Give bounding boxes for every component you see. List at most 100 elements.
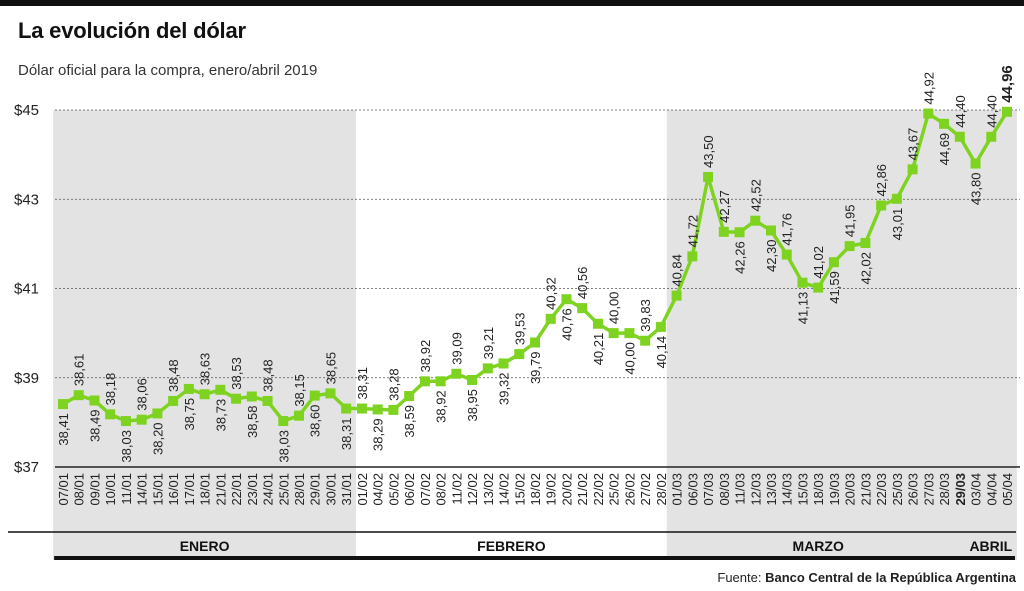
data-label: 39,09 — [449, 332, 464, 365]
data-label: 40,00 — [607, 292, 622, 325]
month-shade-marzo — [666, 110, 970, 560]
data-label: 44,40 — [984, 95, 999, 128]
x-tick-label: 21/03 — [858, 473, 873, 506]
data-point — [467, 374, 478, 385]
data-point — [608, 328, 619, 339]
x-tick-label: 19/03 — [827, 473, 842, 506]
data-label: 38,03 — [276, 430, 291, 463]
data-label: 43,50 — [701, 135, 716, 168]
data-point — [624, 328, 635, 339]
x-tick-label: 26/02 — [622, 473, 637, 506]
x-tick-label: 18/01 — [198, 473, 213, 506]
x-tick-label: 21/02 — [575, 473, 590, 506]
data-point — [419, 376, 430, 387]
data-point — [152, 408, 163, 419]
data-point — [687, 251, 698, 262]
data-point — [986, 131, 997, 142]
data-point — [592, 318, 603, 329]
data-label: 43,67 — [906, 128, 921, 161]
data-point — [231, 393, 242, 404]
data-label: 39,83 — [638, 299, 653, 332]
data-point — [168, 395, 179, 406]
data-label: 38,03 — [119, 430, 134, 463]
data-point — [262, 395, 273, 406]
x-tick-label: 08/01 — [72, 473, 87, 506]
data-point — [954, 131, 965, 142]
x-tick-label: 16/01 — [166, 473, 181, 506]
x-tick-label: 05/02 — [386, 473, 401, 506]
x-tick-label: 27/02 — [638, 473, 653, 506]
x-tick-label: 15/03 — [795, 473, 810, 506]
data-point — [404, 391, 415, 402]
data-label: 42,30 — [764, 239, 779, 272]
x-tick-label: 27/03 — [921, 473, 936, 506]
x-tick-label: 29/03 — [953, 473, 968, 506]
data-label: 41,76 — [780, 213, 795, 246]
data-label: 39,32 — [497, 372, 512, 405]
x-tick-label: 07/03 — [701, 473, 716, 506]
data-point — [530, 337, 540, 348]
x-tick-label: 04/04 — [984, 473, 999, 506]
x-tick-label: 25/03 — [890, 473, 905, 506]
y-tick-label: $41 — [14, 281, 39, 298]
x-tick-label: 07/01 — [56, 473, 71, 506]
x-tick-label: 31/01 — [339, 473, 354, 506]
data-point — [970, 158, 981, 169]
data-label: 40,32 — [544, 277, 559, 310]
data-label: 42,02 — [858, 252, 873, 285]
x-tick-label: 14/01 — [135, 473, 150, 506]
data-label: 38,15 — [292, 374, 307, 407]
data-point — [136, 414, 147, 425]
data-label: 43,80 — [969, 173, 984, 206]
data-point — [309, 390, 320, 401]
data-label: 38,58 — [245, 405, 260, 438]
x-tick-label: 07/02 — [418, 473, 433, 506]
month-label-febrero: FEBRERO — [477, 538, 546, 554]
x-tick-label: 20/03 — [843, 473, 858, 506]
data-label: 40,76 — [559, 308, 574, 341]
month-shade-abril — [965, 110, 1017, 560]
data-point — [750, 215, 761, 226]
data-point — [73, 390, 84, 401]
data-point — [907, 164, 918, 175]
x-tick-label: 01/03 — [670, 473, 685, 506]
data-label: 42,26 — [733, 241, 748, 274]
data-label: 38,20 — [150, 422, 165, 455]
x-tick-label: 03/04 — [969, 473, 984, 506]
data-label: 44,92 — [921, 72, 936, 105]
data-point — [498, 358, 509, 369]
x-tick-label: 17/01 — [182, 473, 197, 506]
data-point — [372, 404, 383, 415]
x-tick-label: 25/02 — [607, 473, 622, 506]
data-point — [482, 363, 493, 374]
data-label: 41,59 — [827, 271, 842, 304]
data-label: 40,84 — [670, 254, 685, 287]
data-label: 41,02 — [811, 246, 826, 279]
data-label: 38,48 — [261, 359, 276, 392]
x-tick-label: 20/02 — [559, 473, 574, 506]
x-tick-label: 08/02 — [434, 473, 449, 506]
x-tick-label: 11/03 — [733, 473, 748, 505]
month-label-marzo: MARZO — [793, 538, 844, 554]
data-label: 39,21 — [481, 327, 496, 360]
data-point — [1002, 106, 1012, 117]
x-tick-label: 29/01 — [308, 473, 323, 506]
data-point — [183, 383, 194, 394]
data-point — [671, 290, 682, 301]
x-tick-label: 13/03 — [764, 473, 779, 506]
data-label: 42,52 — [748, 179, 763, 212]
data-point — [356, 403, 367, 414]
data-label: 38,95 — [465, 389, 480, 422]
data-point — [388, 404, 399, 415]
x-tick-label: 04/02 — [371, 473, 386, 506]
data-point — [294, 410, 304, 421]
data-point — [781, 249, 792, 260]
data-label: 44,69 — [937, 133, 952, 166]
month-label-abril: ABRIL — [969, 538, 1012, 554]
chart-subtitle: Dólar oficial para la compra, enero/abri… — [18, 62, 318, 79]
x-tick-label: 25/01 — [276, 473, 291, 506]
data-label: 38,31 — [355, 367, 370, 400]
data-point — [923, 108, 934, 119]
month-label-enero: ENERO — [180, 538, 230, 554]
